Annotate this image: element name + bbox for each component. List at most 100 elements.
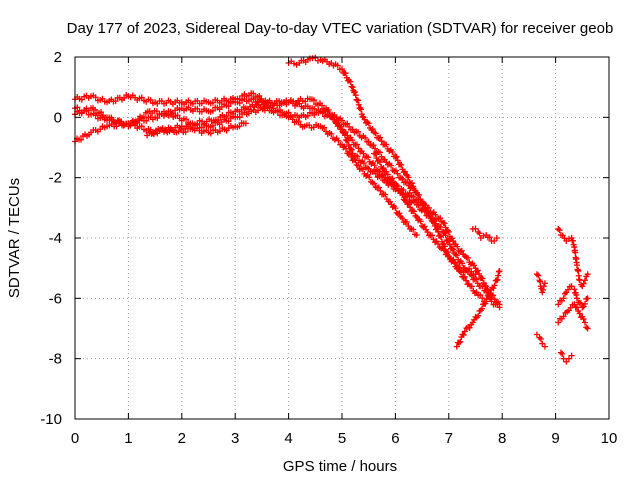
data-point [453,343,460,350]
data-point-interp [348,146,355,153]
data-point-interp [360,160,367,167]
data-point-interp [580,280,587,287]
data-point-interp [491,237,498,244]
data-point-interp [133,119,140,126]
tick-labels: 0 1 2 3 4 5 6 7 8 9 10 -10 -8 -6 -4 -2 0 2 [40,49,617,447]
data-point-interp [452,251,459,258]
data-point-interp [372,130,379,137]
data-point [435,228,442,235]
data-point-interp [392,205,399,212]
data-point-interp [236,114,243,121]
data-point-interp [347,145,354,152]
data-point [371,180,378,187]
data-point-interp [378,173,385,180]
data-point [339,66,345,73]
data-point-interp [112,98,119,105]
data-point [413,231,420,238]
y-axis-label: SDTVAR / TECUs [6,178,23,298]
data-point-interp [366,174,373,181]
data-point-interp [378,138,385,145]
data-point-interp [449,245,456,252]
data-point-interp [466,324,473,331]
data-point-interp [98,109,105,116]
data-point-interp [138,94,145,101]
data-point-interp [410,226,417,233]
x-axis-label: GPS time / hours [283,458,397,475]
data-point-interp [154,130,161,137]
data-point-interp [334,62,341,69]
data-point [349,150,356,157]
data-point-interp [437,223,444,230]
data-point [557,349,564,356]
data-point-interp [108,114,115,121]
data-point-interp [311,105,318,112]
data-point [571,301,578,308]
x-tick-label: 4 [284,430,292,447]
data-point-interp [304,112,311,119]
data-point-interp [464,254,471,261]
data-point-interp [441,247,448,254]
data-point-interp [355,97,362,104]
data-point-interp [116,118,123,125]
data-point-interp [491,282,498,289]
data-point-interp [285,109,292,116]
data-point-interp [491,296,498,303]
data-point [576,310,583,317]
data-point-interp [410,183,417,190]
data-point-interp [365,120,372,127]
data-point [485,292,492,299]
data-point-interp [456,259,463,266]
data-point-interp [153,108,160,115]
x-tick-label: 7 [445,430,453,447]
data-point [424,228,431,235]
data-point-interp [495,272,502,279]
data-point-interp [147,97,154,104]
data-point-interp [182,129,189,136]
data-point-interp [405,200,412,207]
data-point [440,228,447,235]
data-point-interp [345,141,352,148]
data-point-interp [437,232,444,239]
data-point [584,325,591,332]
data-point-interp [409,180,416,187]
x-tick-label: 9 [551,430,559,447]
data-point-interp [573,291,580,298]
data-point-interp [377,187,384,194]
data-point-interp [362,134,369,141]
data-point-interp [569,237,576,244]
data-point-interp [415,201,422,208]
data-point-interp [147,126,154,133]
data-point-interp [398,161,405,168]
data-point-interp [415,217,422,224]
data-point-interp [342,70,349,77]
data-point-interp [393,182,400,189]
data-point-interp [454,243,461,250]
data-point-interp [486,291,493,298]
data-point-interp [482,300,489,307]
data-point-interp [455,264,462,271]
data-point-interp [370,142,377,149]
data-point-interp [380,165,387,172]
data-point [555,225,562,232]
data-point [560,313,567,320]
data-point-interp [468,272,475,279]
data-point-interp [150,131,157,138]
data-point [472,271,479,278]
data-point-interp [78,136,85,143]
data-point-interp [438,233,445,240]
data-point-interp [478,305,485,312]
data-point-interp [341,132,348,139]
data-point [469,319,476,326]
chart-title: Day 177 of 2023, Sidereal Day-to-day VTE… [67,20,614,37]
data-point-interp [353,161,360,168]
data-point-interp [540,286,547,293]
data-point-interp [174,112,181,119]
data-point-interp [580,316,587,323]
data-point [568,235,575,241]
data-point-interp [318,102,325,109]
data-point-interp [394,157,401,164]
data-point-interp [355,128,362,135]
data-point-interp [394,170,401,177]
data-point-interp [215,117,222,124]
data-point-interp [453,252,460,259]
